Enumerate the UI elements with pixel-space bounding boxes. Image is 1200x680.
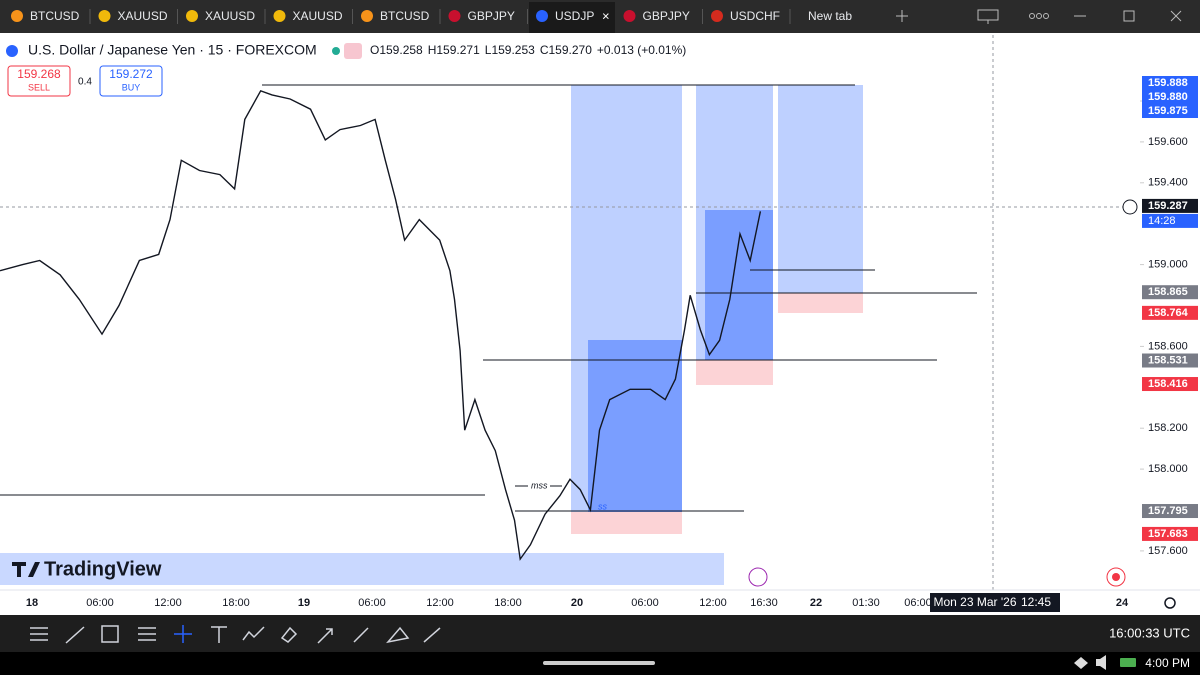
price-tag-label: 159.888: [1148, 77, 1188, 89]
price-tag-label: 158.764: [1148, 307, 1189, 319]
price-tag: [1142, 104, 1198, 119]
tab-icon: [448, 10, 461, 22]
logo-band: [0, 553, 724, 585]
tab-title[interactable]: BTCUSD: [380, 9, 430, 23]
symbol: U.S. Dollar / Japanese Yen · 15 · FOREXC…: [28, 42, 317, 58]
price-tag-label: 158.865: [1148, 286, 1188, 298]
tab-icon: [623, 10, 636, 22]
sell-price: 159.268: [17, 67, 61, 81]
clock: 16:00:33 UTC: [1109, 625, 1190, 640]
y-tick-label: 159.400: [1148, 177, 1188, 189]
price-tag-label: 158.416: [1148, 378, 1188, 390]
tab-icon: [711, 10, 723, 22]
x-tick-label: 20: [571, 597, 583, 609]
logo-mark: [12, 562, 40, 577]
x-tick-label: 01:30: [852, 597, 880, 609]
tab-title[interactable]: GBPJPY: [468, 9, 515, 23]
tab-icon: [536, 10, 548, 22]
ohlc-low: L159.253: [485, 43, 535, 57]
ohlc-high: H159.271: [428, 43, 480, 57]
y-tick-label: 159.000: [1148, 259, 1188, 271]
icons: [6, 43, 1176, 612]
buy-price: 159.272: [109, 67, 153, 81]
x-tick-label: 06:00: [631, 597, 659, 609]
price-tag: [1142, 198, 1198, 213]
price-tag: [1142, 76, 1198, 91]
x-tick-label: 06:00: [86, 597, 114, 609]
price-tag-label: 159.875: [1148, 105, 1188, 117]
price-line: [0, 89, 762, 561]
tab-title[interactable]: USDCHF: [730, 9, 780, 23]
tab-title[interactable]: USDJP: [555, 9, 594, 23]
annotation: ss: [598, 501, 608, 511]
price-tag: [1142, 353, 1198, 368]
tab-icon: [98, 10, 111, 22]
price-tag: [1142, 504, 1198, 519]
taskbar-time: 4:00 PM: [1145, 656, 1190, 670]
price-tag-label: 159.880: [1148, 91, 1188, 103]
drawn-lines: [0, 84, 977, 512]
position-boxes: [571, 85, 863, 534]
drawing-toolbar: [0, 615, 1200, 652]
new-tab[interactable]: New tab: [808, 9, 852, 23]
countdown: 14:28: [1148, 215, 1176, 227]
window-controls: [896, 9, 1182, 24]
y-tick-label: 158.000: [1148, 463, 1188, 475]
crosshair: [0, 35, 1140, 590]
x-tick-label: 18:00: [222, 597, 250, 609]
price-tag-label: 157.795: [1148, 505, 1188, 517]
y-tick-label: 159.600: [1148, 136, 1188, 148]
tab-close: ×: [602, 8, 610, 23]
sell-label: SELL: [28, 82, 50, 92]
tab-title[interactable]: XAUUSD: [118, 9, 168, 23]
sell-button[interactable]: [7, 65, 71, 97]
countdown-tag: [1142, 213, 1198, 228]
y-tick-label: 157.600: [1148, 545, 1188, 557]
tab-icon: [186, 10, 198, 22]
crosshair-date: Mon 23 Mar '26: [934, 595, 1017, 609]
home-indicator[interactable]: [543, 661, 655, 665]
ohlc-change: +0.013 (+0.01%): [597, 43, 686, 57]
x-tick-label: 24: [1116, 597, 1129, 609]
x-tick-label: 12:00: [426, 597, 454, 609]
tab-title[interactable]: XAUUSD: [205, 9, 255, 23]
tab-title[interactable]: BTCUSD: [30, 9, 80, 23]
ohlc-open: O159.258: [370, 43, 423, 57]
price-tag: [1142, 377, 1198, 392]
tab-icon: [273, 10, 286, 22]
x-tick-label: 22: [810, 597, 822, 609]
price-tag: [1142, 305, 1198, 320]
crosshair-time: 12:45: [1021, 595, 1051, 609]
x-tick-label: 06:00: [904, 597, 932, 609]
logo: TradingView: [44, 558, 162, 580]
y-tick-label: 158.600: [1148, 340, 1188, 352]
price-tag: [1142, 285, 1198, 300]
x-tick-label: 12:00: [154, 597, 182, 609]
system-icons: [1074, 655, 1136, 670]
buy-button[interactable]: [99, 65, 163, 97]
x-tick-label: 16:30: [750, 597, 778, 609]
x-tick-label: 19: [298, 597, 310, 609]
tab-title[interactable]: GBPJPY: [643, 9, 690, 23]
x-tick-label: 06:00: [358, 597, 386, 609]
price-tag-label: 158.531: [1148, 354, 1188, 366]
tool-icons[interactable]: [30, 625, 441, 644]
buy-label: BUY: [122, 82, 141, 92]
price-tag: [1142, 526, 1198, 541]
spread: 0.4: [78, 77, 92, 88]
ohlc-close: C159.270: [540, 43, 592, 57]
x-tick-label: 18:00: [494, 597, 522, 609]
annotation: mss: [531, 480, 548, 490]
x-tick-label: 18: [26, 597, 38, 609]
price-tag-label: 159.287: [1148, 200, 1188, 212]
x-tick-label: 12:00: [699, 597, 727, 609]
y-tick-label: 158.200: [1148, 422, 1188, 434]
tab-title[interactable]: XAUUSD: [293, 9, 343, 23]
price-tag-label: 157.683: [1148, 528, 1188, 540]
tab-icon: [11, 10, 23, 22]
tab-icon: [361, 10, 373, 22]
price-tag: [1142, 90, 1198, 105]
